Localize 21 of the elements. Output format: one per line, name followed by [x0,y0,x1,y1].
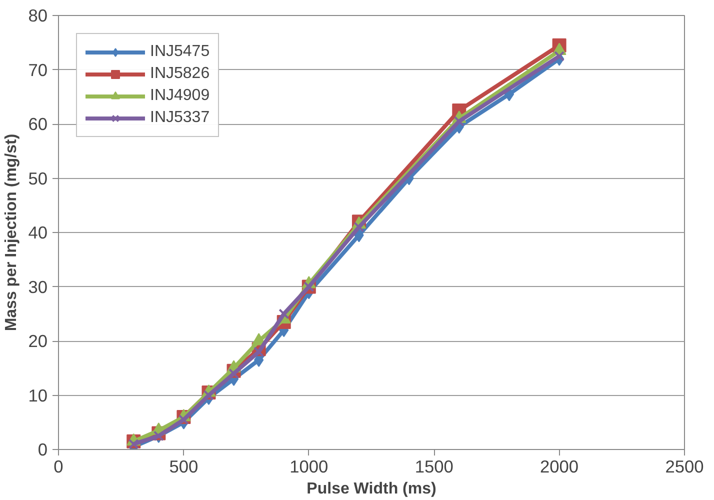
y-tick-label: 80 [28,6,48,26]
y-tick-label: 10 [28,385,48,406]
legend-label: INJ5337 [150,109,210,127]
x-tick-label: 1000 [290,456,328,476]
y-tick-label: 60 [28,114,48,134]
x-tick-label: 0 [54,456,64,476]
x-tick-label: 500 [169,456,198,476]
y-tick-label: 70 [28,60,48,80]
legend-label: INJ4909 [150,87,210,105]
y-tick-label: 50 [28,168,48,188]
x-tick-label: 2000 [540,456,579,476]
y-tick-label: 30 [28,276,48,297]
x-tick-label: 2500 [665,456,704,476]
y-tick-label: 20 [28,331,48,351]
legend-label: INJ5475 [150,43,210,61]
y-axis-title: Mass per Injection (mg/st) [3,134,20,332]
legend-label: INJ5826 [150,65,210,83]
y-tick-label: 0 [38,440,48,460]
y-tick-label: 40 [28,222,48,242]
x-axis-title: Pulse Width (ms) [306,480,436,498]
x-tick-label: 1500 [414,456,454,476]
